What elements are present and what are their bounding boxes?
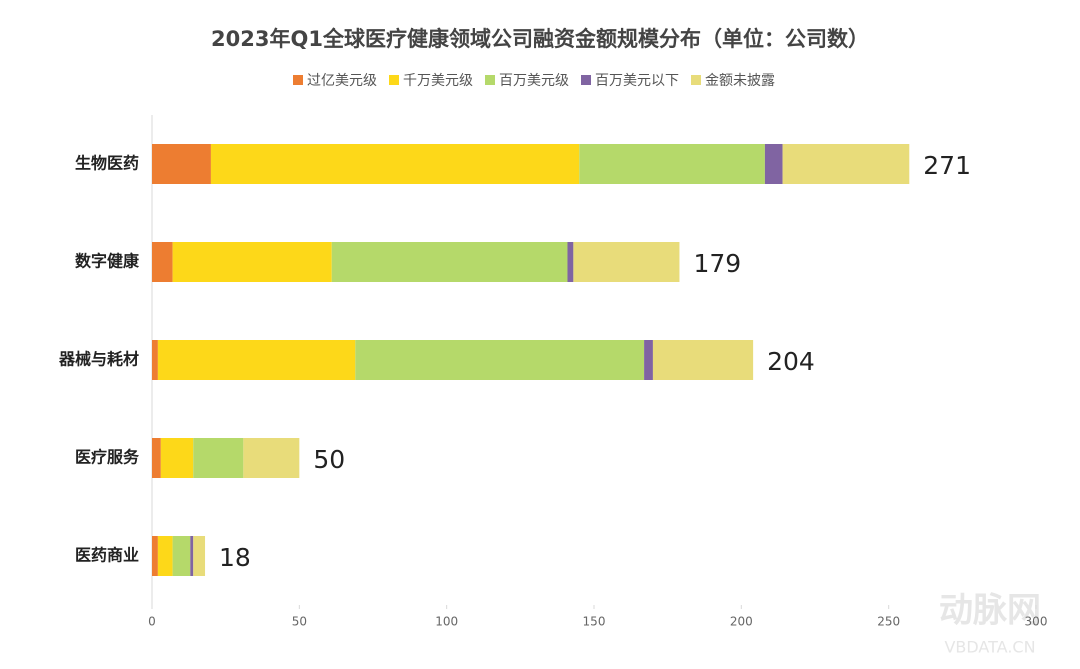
y-tick-label: 医疗服务 [75, 448, 140, 467]
y-tick-label: 生物医药 [75, 154, 139, 173]
bar-segment [644, 340, 653, 380]
bar-segment [152, 536, 158, 576]
bar-segment [782, 144, 910, 184]
bar-segment [172, 536, 191, 576]
bar-segment [331, 242, 568, 282]
legend-swatch [293, 75, 303, 85]
total-label: 204 [767, 347, 815, 376]
bar-segment [152, 340, 158, 380]
bar-segment [193, 438, 244, 478]
x-tick-label: 250 [877, 615, 900, 629]
bar-segment [210, 144, 580, 184]
bar-segment [172, 242, 332, 282]
bar-segment [764, 144, 783, 184]
bar-segment [157, 536, 173, 576]
bar-segment [652, 340, 754, 380]
bar-segment [152, 438, 161, 478]
legend-label: 过亿美元级 [307, 73, 377, 89]
total-label: 271 [923, 151, 971, 180]
total-label: 179 [693, 249, 741, 278]
bar-segment [190, 536, 194, 576]
x-tick-label: 0 [148, 615, 156, 629]
x-tick-label: 150 [583, 615, 606, 629]
x-tick-label: 100 [435, 615, 458, 629]
bar-segment [152, 242, 173, 282]
legend-label: 百万美元以下 [595, 73, 679, 89]
legend-swatch [581, 75, 591, 85]
legend-label: 千万美元级 [403, 73, 473, 89]
y-tick-label: 数字健康 [75, 252, 140, 271]
bar-segment [579, 144, 765, 184]
legend-swatch [389, 75, 399, 85]
x-tick-label: 300 [1025, 615, 1048, 629]
bar-segment [160, 438, 194, 478]
y-tick-label: 医药商业 [75, 546, 139, 565]
x-tick-label: 200 [730, 615, 753, 629]
bar-segment [567, 242, 574, 282]
watermark: VBDATA.CN [944, 638, 1035, 657]
bar-segment [573, 242, 680, 282]
bar-segment [355, 340, 645, 380]
legend-swatch [485, 75, 495, 85]
bar-segment [157, 340, 356, 380]
chart-title: 2023年Q1全球医疗健康领域公司融资金额规模分布（单位：公司数） [211, 27, 869, 51]
bar-segment [152, 144, 211, 184]
total-label: 50 [313, 445, 345, 474]
bar-segment [243, 438, 300, 478]
total-label: 18 [219, 543, 251, 572]
y-tick-label: 器械与耗材 [58, 350, 139, 369]
watermark: 动脉网 [939, 591, 1041, 631]
legend-swatch [691, 75, 701, 85]
bar-segment [193, 536, 206, 576]
legend-label: 百万美元级 [499, 73, 569, 89]
x-tick-label: 50 [292, 615, 307, 629]
legend-label: 金额未披露 [705, 73, 775, 89]
